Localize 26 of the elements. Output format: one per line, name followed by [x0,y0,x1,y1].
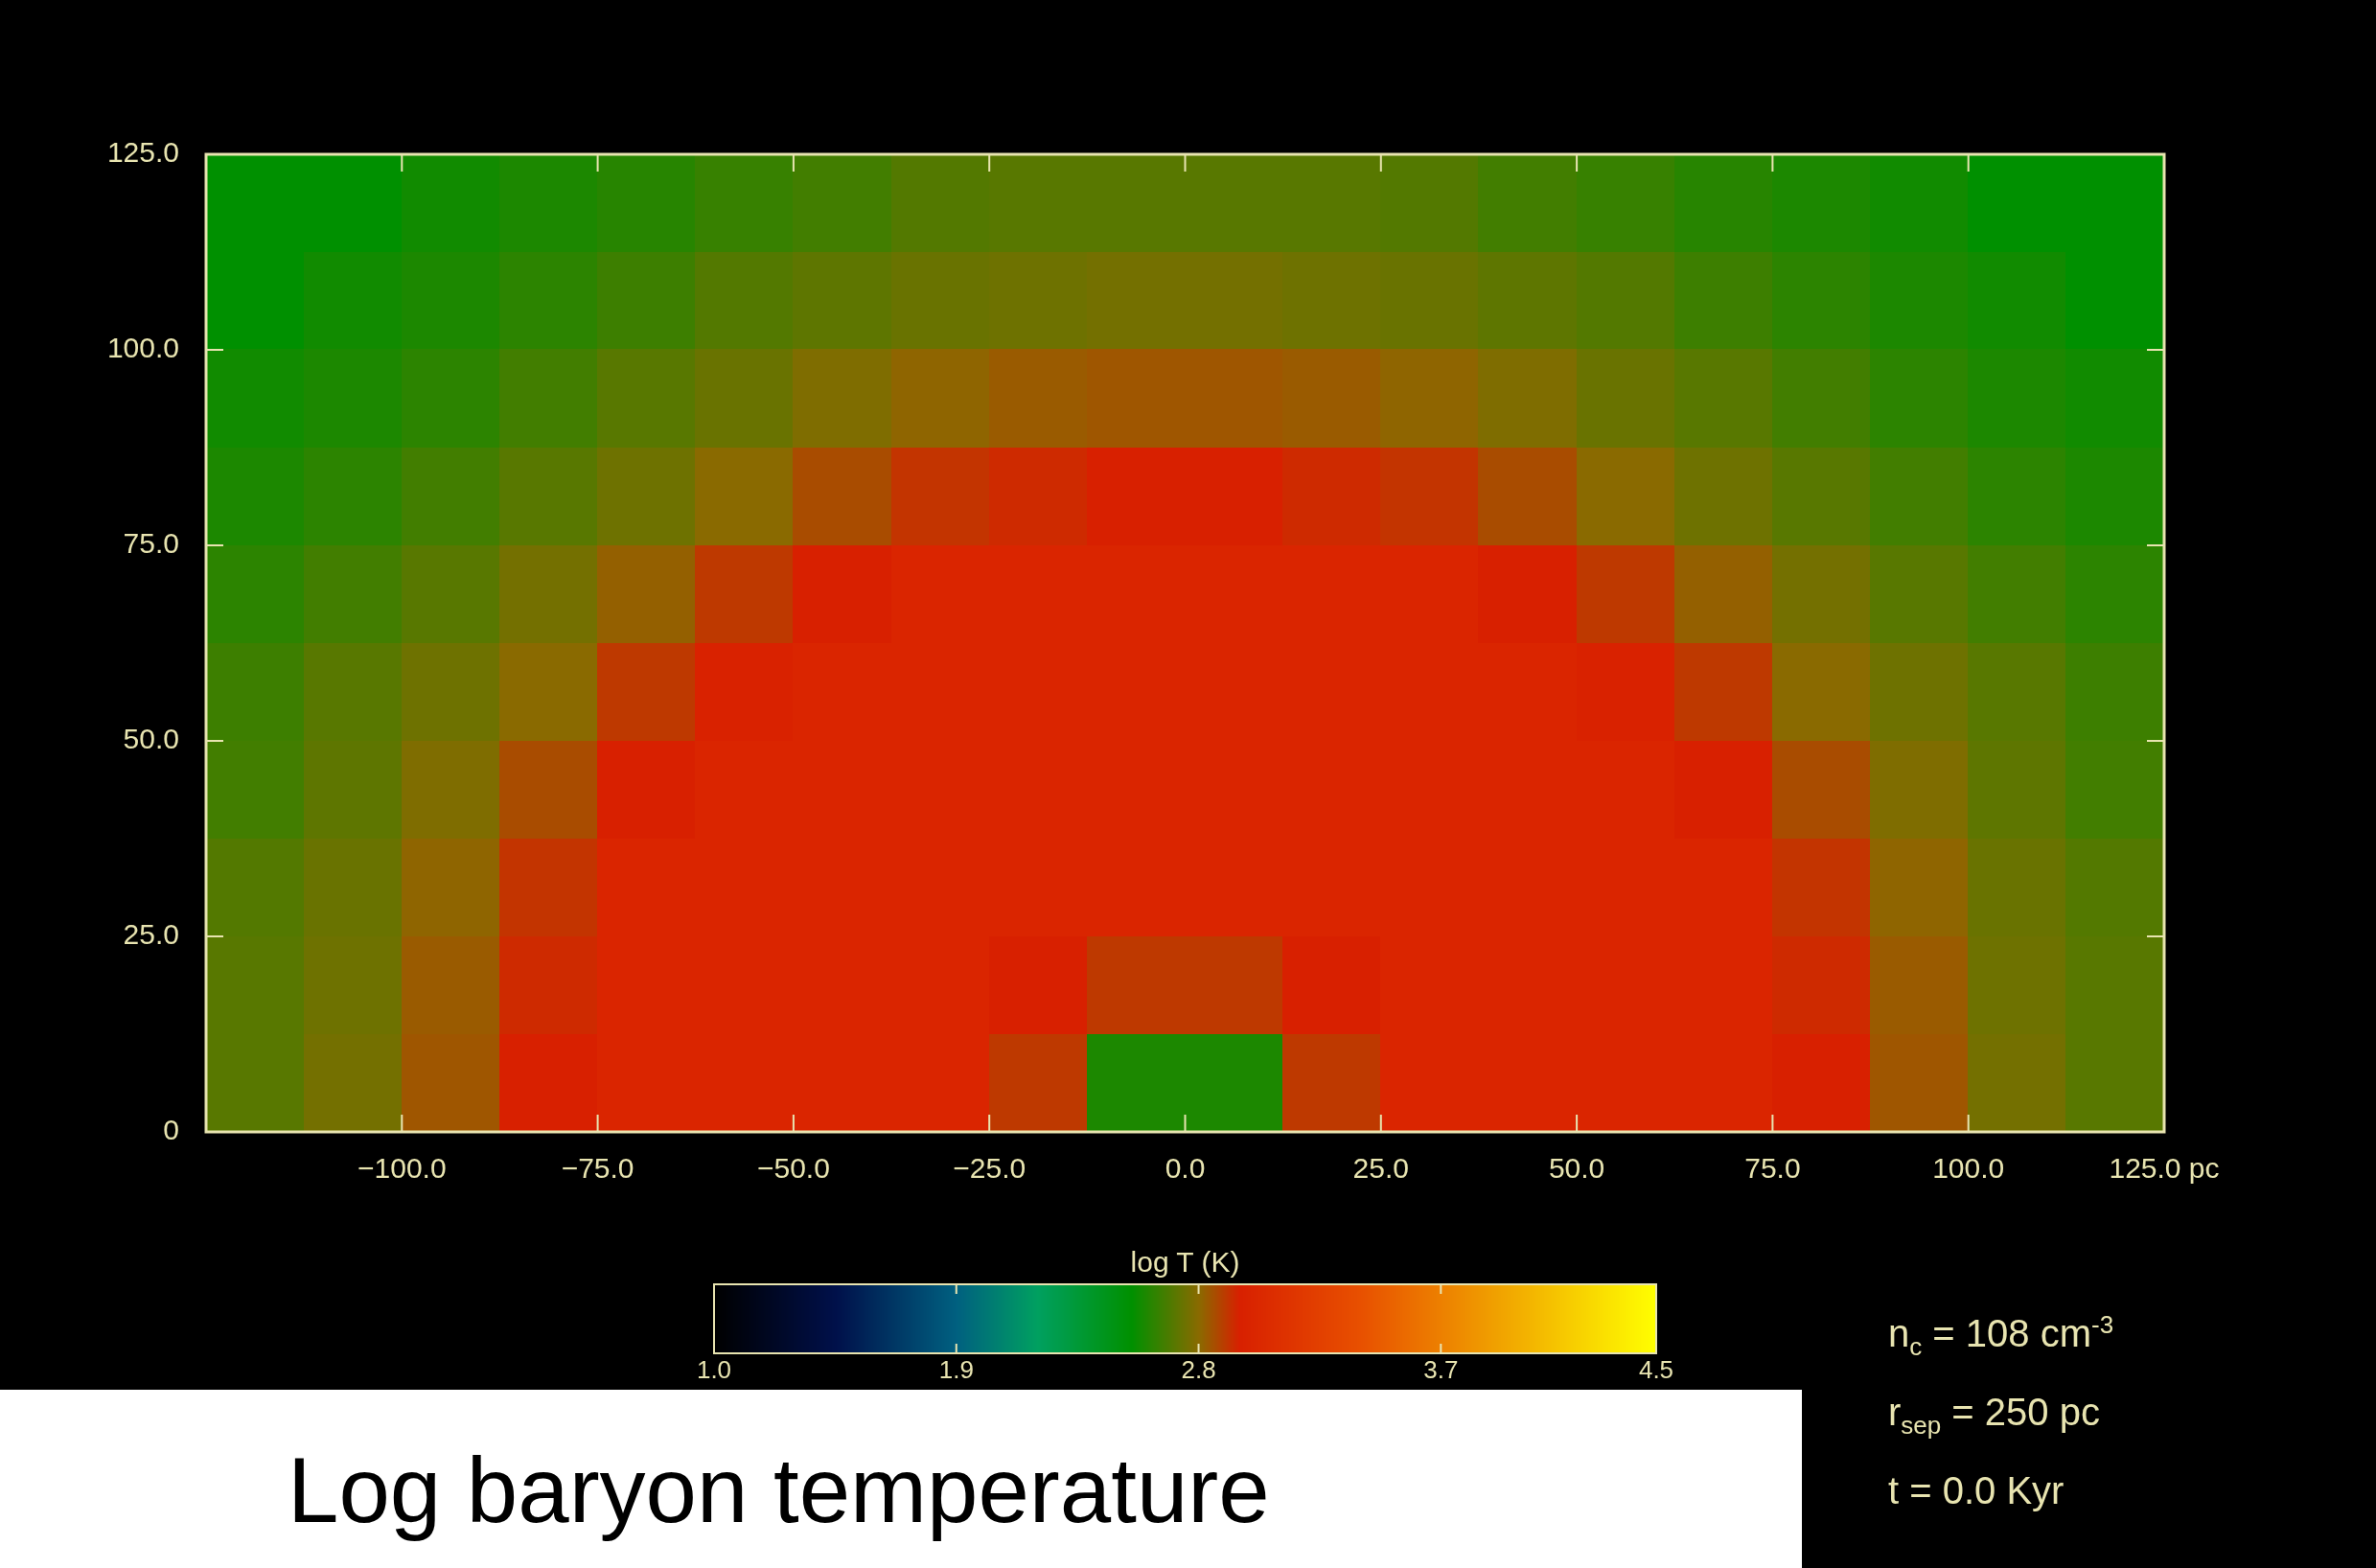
color-bar-label: 2.8 [1181,1355,1216,1385]
x-tick-label: 0.0 [1165,1152,1206,1185]
color-bar-label: 1.0 [696,1355,732,1385]
x-tick-label: 75.0 [1744,1152,1801,1185]
y-tick-label: 100.0 [106,332,179,364]
y-tick-label: 0 [163,1114,179,1146]
y-tick-label: 25.0 [123,918,179,951]
color-bar-label: 1.9 [938,1355,974,1385]
text: r$_{sep}$ = 250 pc [1888,1390,2101,1441]
x-tick-label: −50.0 [756,1152,830,1185]
y-tick-label: 125.0 [106,136,179,169]
color-bar-label: 3.7 [1423,1355,1459,1385]
color-bar-label: 4.5 [1638,1355,1674,1385]
x-tick-label: −75.0 [561,1152,634,1185]
text: t = 0.0 Kyr [1888,1468,2065,1513]
x-tick-label: −100.0 [358,1152,447,1185]
text: n$_{c}$ = 108 cm$^{-3}$ [1888,1308,2115,1363]
color-bar-title: log T (K) [1130,1246,1240,1279]
x-tick-label: 100.0 [1932,1152,2005,1185]
x-tick-label: −25.0 [953,1152,1027,1185]
x-tick-label: 50.0 [1548,1152,1605,1185]
y-tick-label: 75.0 [123,527,179,560]
x-tick-label: 25.0 [1352,1152,1409,1185]
x-tick-label: 125.0 pc [2109,1152,2220,1185]
y-tick-label: 50.0 [123,723,179,755]
text: Log baryon temperature [288,1438,1270,1543]
